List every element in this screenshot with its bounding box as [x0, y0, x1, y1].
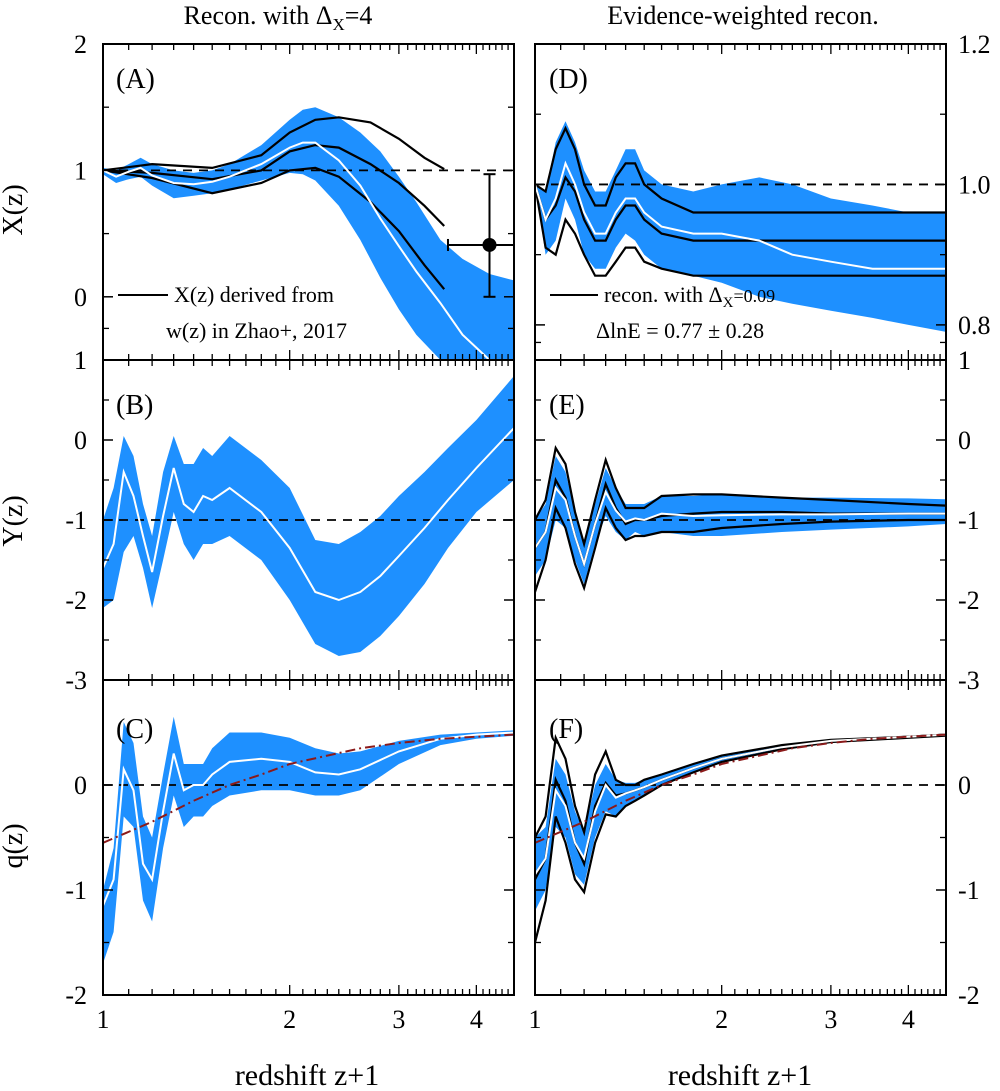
- y-axis-label-x: X(z): [0, 184, 29, 235]
- data-point-a: [446, 173, 514, 298]
- x-tick-label-f: 1: [529, 1005, 542, 1034]
- panel-d: 1.2 1.0 0.8 1: [534, 30, 991, 375]
- right-column-title: Evidence-weighted recon.: [607, 1, 878, 30]
- plot-area-a: [103, 107, 514, 360]
- plot-area-b: [103, 376, 514, 656]
- y-ticks-e: [535, 359, 946, 681]
- x-tick-label-c: 2: [283, 1005, 296, 1034]
- y-tick-label-b: -2: [65, 586, 87, 615]
- y-tick-label-a: 1: [74, 346, 87, 375]
- panel-label-d: (D): [549, 64, 588, 95]
- plot-area-f: [535, 733, 946, 943]
- mean-line-b: [103, 427, 514, 602]
- y-tick-label-e: -3: [958, 666, 980, 695]
- y-tick-label-b: -3: [65, 666, 87, 695]
- legend-a-line1: X(z) derived from: [174, 282, 334, 307]
- legend-d-line1: recon. with ΔX=0.09: [604, 282, 775, 311]
- plot-area-c: [103, 716, 514, 964]
- x-ticks-f: [534, 680, 947, 995]
- plot-area-e: [535, 445, 946, 593]
- x-tick-label-c: 3: [392, 1005, 405, 1034]
- mean-line-e: [535, 485, 946, 568]
- panel-b: 1 0 -1 -2 -3: [65, 346, 515, 695]
- y-tick-label-c: -1: [65, 876, 87, 905]
- y-axis-label-q: q(z): [0, 823, 29, 868]
- mean-line-a: [103, 141, 491, 360]
- confidence-band-e: [535, 456, 946, 584]
- series-line-e-1: [535, 445, 946, 549]
- series-line-f-3: [535, 734, 946, 943]
- y-tick-label-a: 0: [74, 283, 87, 312]
- confidence-band-b: [103, 376, 514, 656]
- x-axis-label-right: redshift z+1: [668, 1059, 812, 1091]
- series-line-e-3: [535, 504, 946, 593]
- x-tick-label-f: 3: [824, 1005, 837, 1034]
- y-tick-label-a: 1: [74, 156, 87, 185]
- series-line-d-3: [535, 184, 946, 277]
- series-line-f-1: [535, 733, 946, 838]
- model-line-f: [535, 733, 946, 844]
- y-tick-label-d: 1: [958, 346, 971, 375]
- y-tick-label-b: 1: [74, 346, 87, 375]
- y-tick-label-d: 0.8: [958, 311, 991, 340]
- panel-label-c: (C): [116, 714, 153, 745]
- y-ticks-c: [103, 784, 514, 996]
- panel-label-b: (B): [116, 390, 153, 421]
- panel-label-e: (E): [549, 390, 585, 421]
- x-ticks-c: [102, 680, 515, 995]
- y-axis-label-y: Y(z): [0, 495, 29, 546]
- confidence-band-f: [535, 734, 946, 911]
- plot-area-d: [535, 121, 946, 332]
- y-ticks-f: [535, 784, 946, 996]
- panel-f: 1 2 3 4 0 -1 -2: [529, 679, 980, 1034]
- y-tick-label-a: 2: [74, 30, 87, 59]
- y-tick-label-e: 0: [958, 426, 971, 455]
- y-tick-label-d: 1.2: [958, 30, 991, 59]
- y-tick-label-c: -2: [65, 981, 87, 1010]
- y-tick-label-b: -1: [65, 506, 87, 535]
- x-ticks-a: [102, 44, 515, 360]
- model-line-c: [103, 733, 514, 844]
- confidence-band-a: [103, 107, 514, 360]
- x-axis-label-left: redshift z+1: [235, 1059, 379, 1091]
- y-tick-label-f: -1: [958, 876, 980, 905]
- y-tick-label-e: -1: [958, 506, 980, 535]
- series-line-d-2: [535, 174, 946, 242]
- mean-line-d: [535, 160, 946, 270]
- series-line-a-2: [103, 143, 445, 227]
- mean-line-c: [103, 731, 514, 907]
- y-tick-label-e: -2: [958, 586, 980, 615]
- confidence-band-c: [103, 716, 514, 964]
- x-tick-label-c: 4: [470, 1005, 483, 1034]
- x-tick-label-c: 1: [97, 1005, 110, 1034]
- series-line-d-1: [535, 125, 946, 214]
- mean-line-f: [535, 733, 946, 875]
- y-tick-label-d: 1.0: [958, 170, 991, 199]
- panel-e: 1 0 -1 -2 -3: [534, 346, 980, 695]
- panel-c: 1 2 3 4 0 -1 -2: [65, 679, 515, 1034]
- y-tick-label-f: -2: [958, 981, 980, 1010]
- y-tick-label-b: 0: [74, 426, 87, 455]
- y-tick-label-f: 0: [958, 771, 971, 800]
- series-line-e-2: [535, 476, 946, 568]
- y-tick-label-c: 0: [74, 771, 87, 800]
- legend-a-line2: w(z) in Zhao+, 2017: [166, 318, 347, 343]
- panel-label-f: (F): [549, 714, 583, 745]
- series-line-a-3: [103, 166, 446, 290]
- x-tick-label-f: 2: [715, 1005, 728, 1034]
- legend-d-line2: ΔlnE = 0.77 ± 0.28: [596, 318, 764, 343]
- y-tick-label-e: 1: [958, 346, 971, 375]
- series-line-a-1: [103, 116, 445, 172]
- left-column-title: Recon. with ΔX=4: [184, 1, 373, 34]
- confidence-band-d: [535, 121, 946, 332]
- panel-label-a: (A): [116, 64, 155, 95]
- x-tick-label-f: 4: [902, 1005, 915, 1034]
